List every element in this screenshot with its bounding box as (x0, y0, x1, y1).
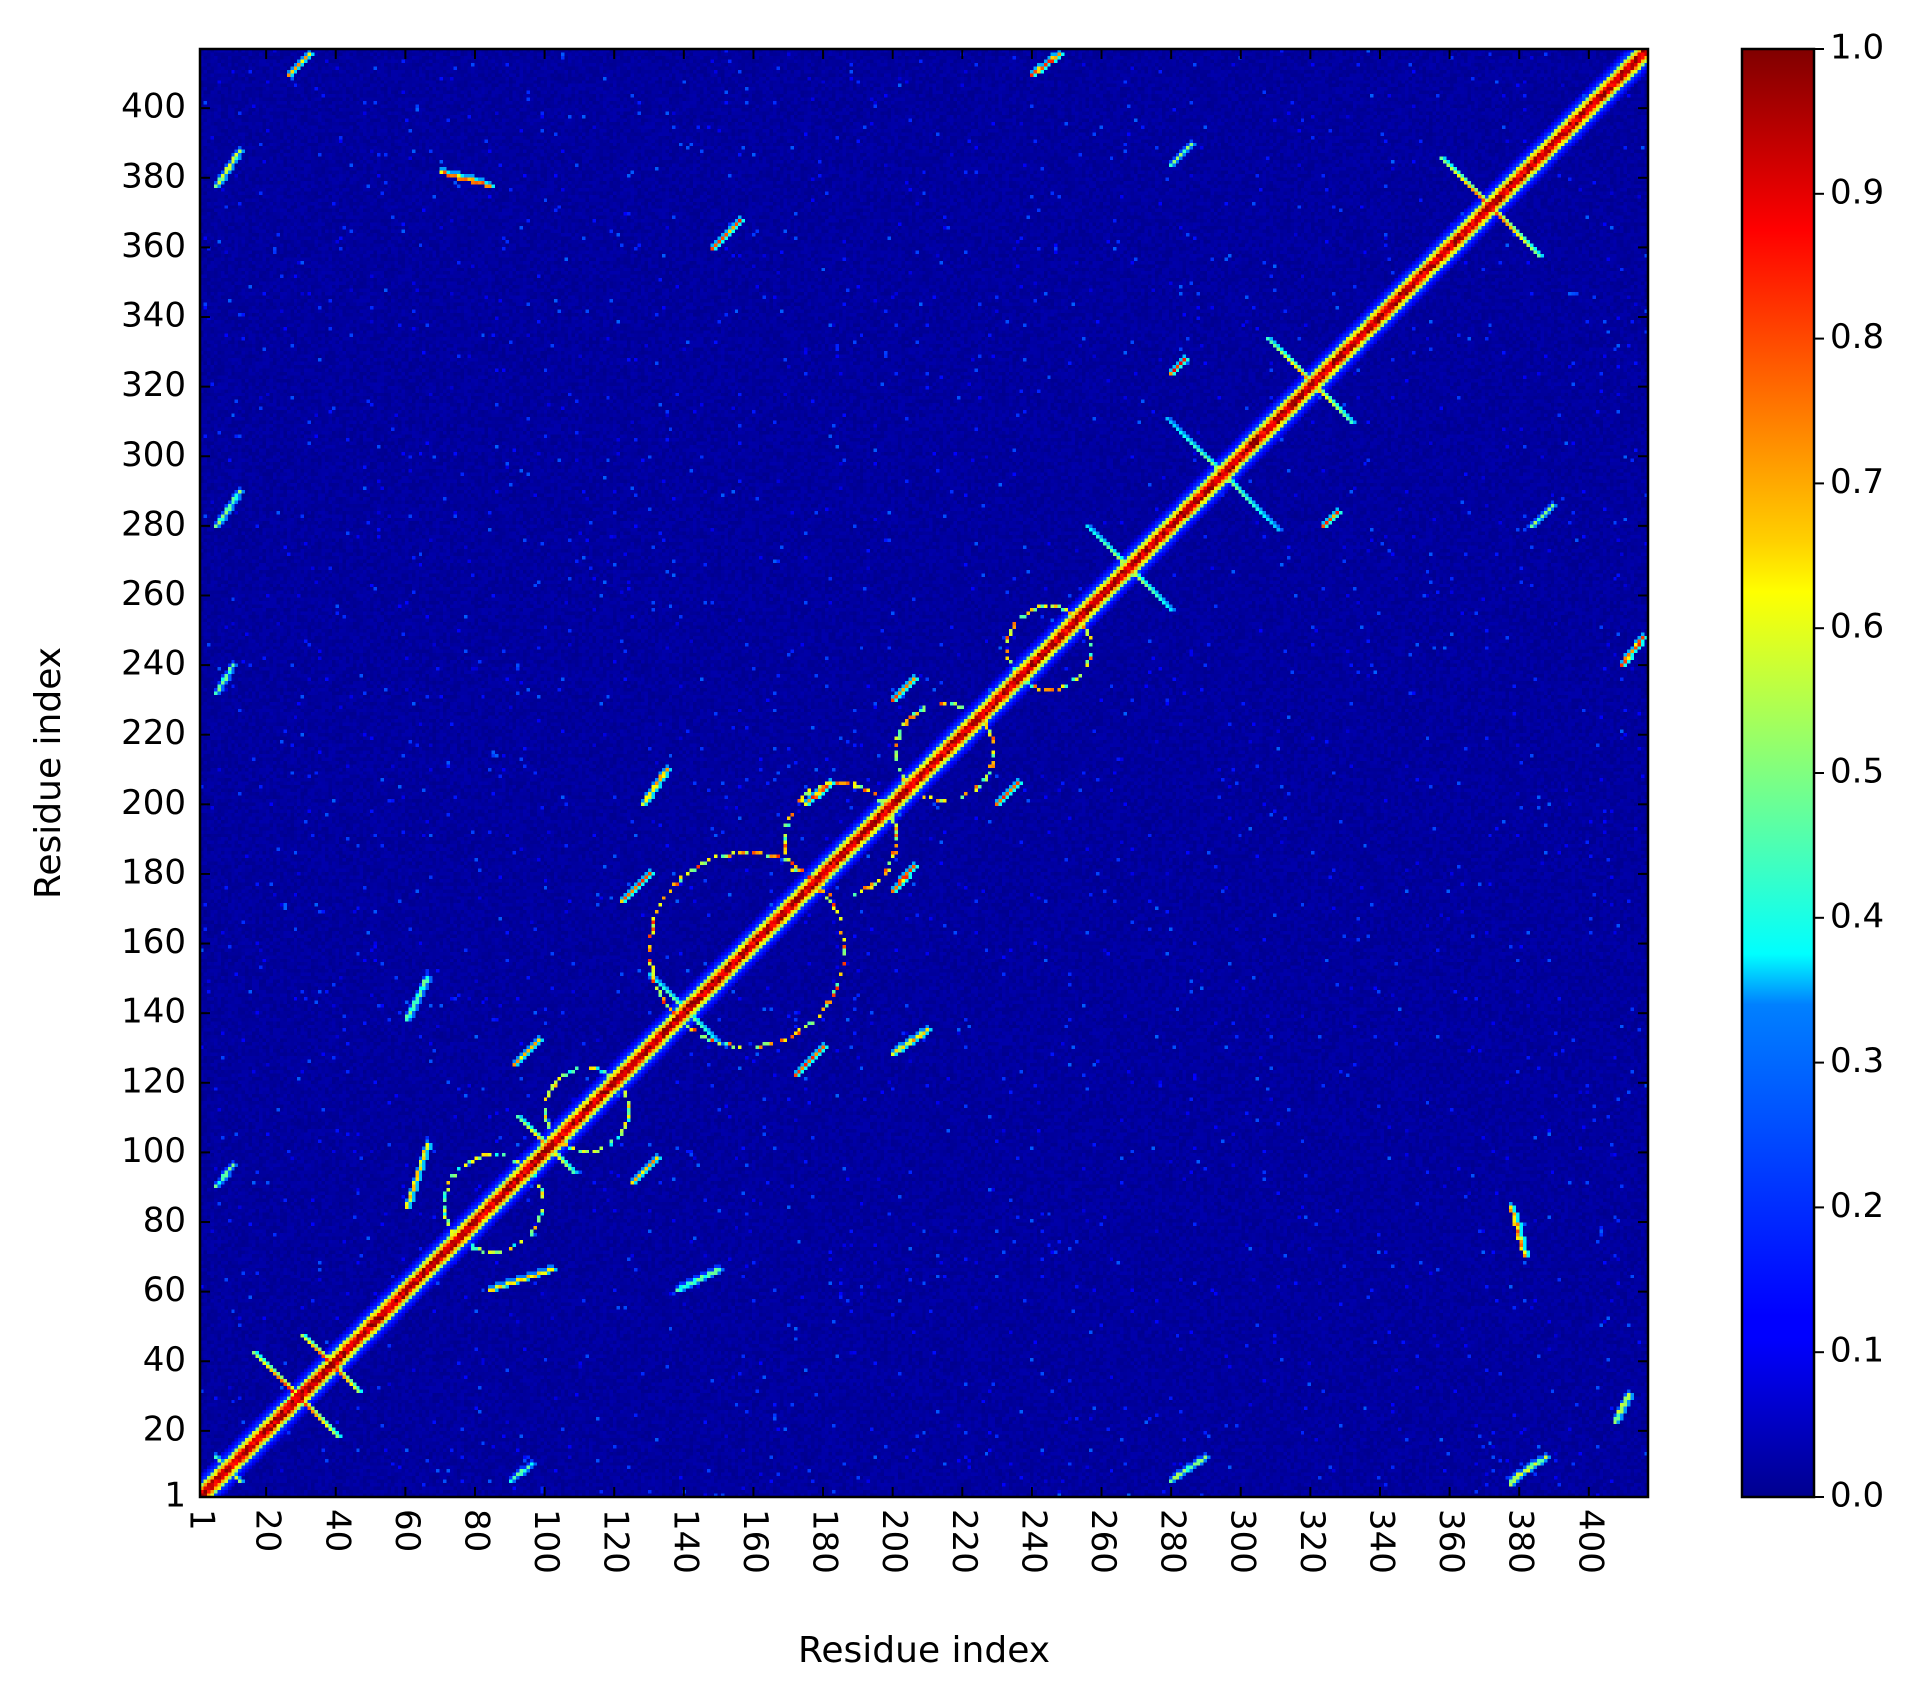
x-tick-label: 340 (1361, 1509, 1401, 1574)
x-tick-label: 20 (248, 1509, 288, 1552)
colorbar-gradient (1740, 47, 1816, 1499)
x-tick-label: 140 (665, 1509, 705, 1574)
y-axis-ticks: 1204060801001201401601802002202402602803… (121, 87, 1648, 1516)
x-tick-label: 360 (1431, 1509, 1471, 1574)
x-tick-label: 240 (1013, 1509, 1053, 1574)
y-tick-label: 260 (121, 574, 186, 614)
y-tick-label: 160 (121, 922, 186, 962)
colorbar: 0.0 0.1 0.2 0.3 0.4 0.5 0.6 0.7 0.8 0.9 1.0 (1740, 28, 1884, 1516)
colorbar-tick-label: 0.2 (1830, 1186, 1884, 1226)
y-tick-label: 380 (121, 156, 186, 196)
y-tick-label: 40 (143, 1340, 186, 1380)
y-tick-label: 320 (121, 365, 186, 405)
y-tick-label: 100 (121, 1131, 186, 1171)
y-tick-label: 220 (121, 713, 186, 753)
colorbar-tick-label: 0.3 (1830, 1041, 1884, 1081)
x-tick-label: 80 (456, 1509, 496, 1552)
x-tick-label: 320 (1292, 1509, 1332, 1574)
x-tick-label: 380 (1501, 1509, 1541, 1574)
y-tick-label: 200 (121, 783, 186, 823)
colorbar-tick-label: 0.6 (1830, 607, 1884, 647)
x-axis-label: Residue index (798, 1630, 1050, 1671)
x-tick-label: 280 (1153, 1509, 1193, 1574)
x-tick-label: 40 (317, 1509, 357, 1552)
x-tick-label: 220 (944, 1509, 984, 1574)
y-tick-label: 140 (121, 992, 186, 1032)
plot-frame (198, 47, 1650, 1499)
x-tick-label: 180 (805, 1509, 845, 1574)
x-tick-label: 400 (1570, 1509, 1610, 1574)
y-tick-label: 360 (121, 226, 186, 266)
y-tick-label: 400 (121, 87, 186, 127)
y-tick-label: 300 (121, 435, 186, 475)
colorbar-tick-label: 1.0 (1830, 28, 1884, 68)
y-tick-label: 120 (121, 1061, 186, 1101)
x-tick-label: 120 (596, 1509, 636, 1574)
colorbar-ticks: 0.0 0.1 0.2 0.3 0.4 0.5 0.6 0.7 0.8 0.9 1.0 (1814, 28, 1884, 1516)
y-tick-label: 340 (121, 296, 186, 336)
colorbar-tick-label: 0.7 (1830, 462, 1884, 502)
colorbar-tick-label: 0.8 (1830, 317, 1884, 357)
y-tick-label: 180 (121, 852, 186, 892)
x-tick-label: 60 (387, 1509, 427, 1552)
heatmap-image (200, 49, 1648, 1497)
colorbar-tick-label: 0.4 (1830, 896, 1884, 936)
y-tick-label: 80 (143, 1201, 186, 1241)
x-tick-label: 160 (735, 1509, 775, 1574)
y-tick-label: 280 (121, 504, 186, 544)
y-axis-label: Residue index (28, 647, 69, 899)
x-tick-label: 200 (874, 1509, 914, 1574)
x-tick-label: 260 (1083, 1509, 1123, 1574)
colorbar-tick-label: 0.0 (1830, 1476, 1884, 1516)
heatmap-area (200, 49, 1648, 1497)
y-tick-label: 60 (143, 1270, 186, 1310)
x-tick-label: 100 (526, 1509, 566, 1574)
x-tick-label: 1 (182, 1509, 222, 1531)
y-tick-label: 240 (121, 644, 186, 684)
colorbar-tick-label: 0.5 (1830, 752, 1884, 792)
x-axis-ticks: 1 20 40 60 80 100 120 140 160 180 200 220 240 260 280 3… (182, 49, 1610, 1574)
y-tick-label: 1 (164, 1476, 186, 1516)
colorbar-tick-label: 0.9 (1830, 172, 1884, 212)
colorbar-tick-label: 0.1 (1830, 1331, 1884, 1371)
y-tick-label: 20 (143, 1409, 186, 1449)
x-tick-label: 300 (1222, 1509, 1262, 1574)
